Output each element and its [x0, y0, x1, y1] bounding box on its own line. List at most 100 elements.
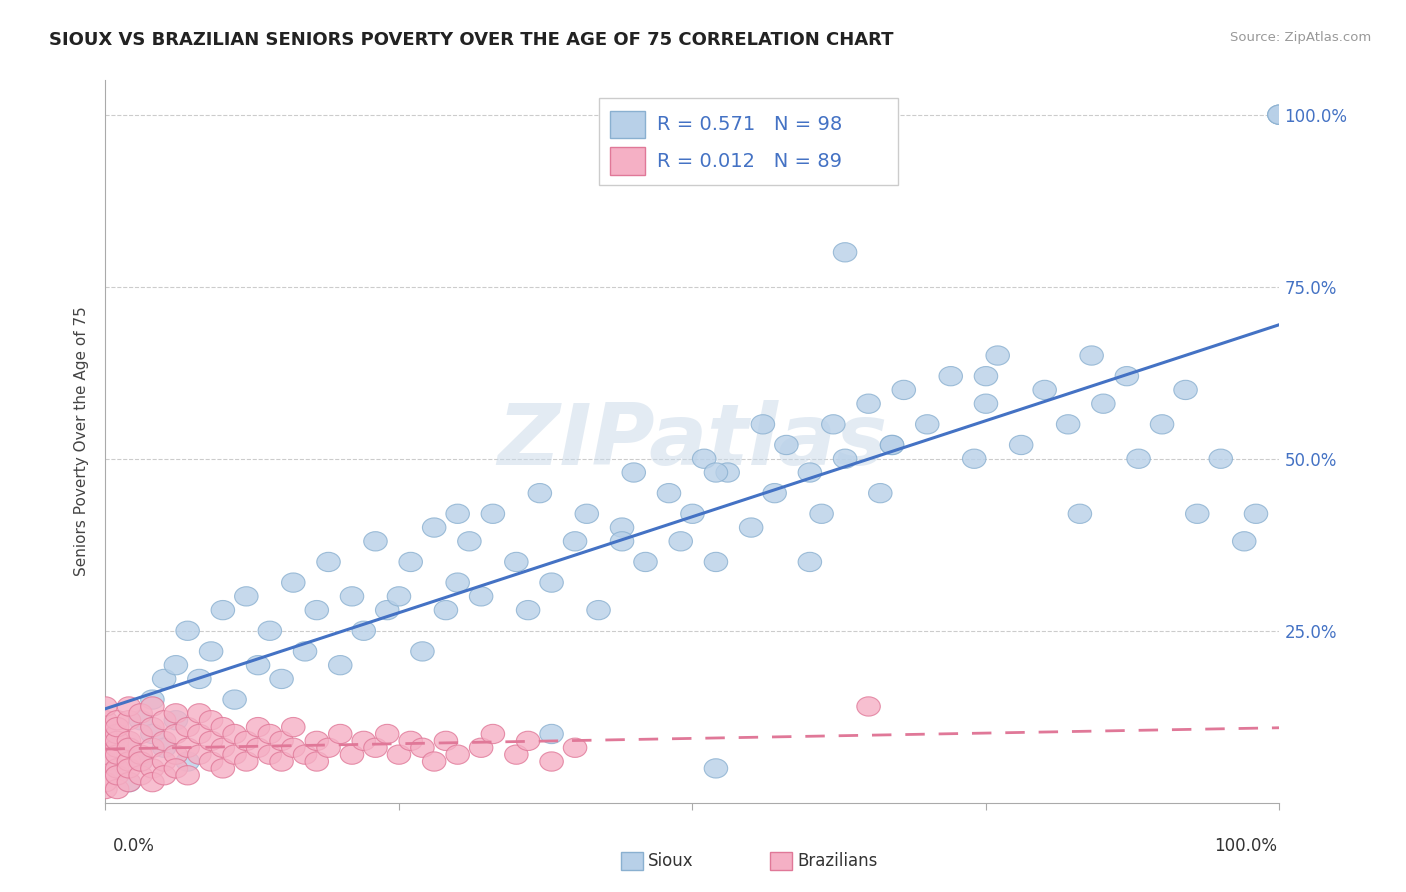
- Ellipse shape: [1010, 435, 1033, 455]
- Ellipse shape: [340, 587, 364, 606]
- Ellipse shape: [610, 518, 634, 537]
- Ellipse shape: [810, 504, 834, 524]
- Ellipse shape: [540, 573, 564, 592]
- Ellipse shape: [187, 704, 211, 723]
- Text: Brazilians: Brazilians: [797, 852, 877, 870]
- Ellipse shape: [481, 504, 505, 524]
- Ellipse shape: [129, 711, 152, 730]
- Ellipse shape: [693, 449, 716, 468]
- FancyBboxPatch shape: [610, 147, 645, 175]
- Ellipse shape: [117, 759, 141, 778]
- Ellipse shape: [458, 532, 481, 551]
- Ellipse shape: [1268, 105, 1291, 124]
- Ellipse shape: [141, 724, 165, 744]
- Ellipse shape: [564, 738, 586, 757]
- Text: ZIPatlas: ZIPatlas: [498, 400, 887, 483]
- Ellipse shape: [200, 711, 224, 730]
- Ellipse shape: [834, 449, 856, 468]
- Ellipse shape: [1209, 449, 1233, 468]
- Ellipse shape: [305, 731, 329, 750]
- Ellipse shape: [387, 745, 411, 764]
- Ellipse shape: [329, 724, 352, 744]
- Ellipse shape: [399, 731, 422, 750]
- Ellipse shape: [986, 346, 1010, 365]
- Y-axis label: Seniors Poverty Over the Age of 75: Seniors Poverty Over the Age of 75: [75, 307, 90, 576]
- Ellipse shape: [1233, 532, 1256, 551]
- Ellipse shape: [117, 711, 141, 730]
- Ellipse shape: [176, 621, 200, 640]
- Ellipse shape: [880, 435, 904, 455]
- Text: R = 0.571   N = 98: R = 0.571 N = 98: [657, 115, 842, 134]
- Ellipse shape: [246, 717, 270, 737]
- Ellipse shape: [222, 724, 246, 744]
- Ellipse shape: [94, 765, 117, 785]
- Ellipse shape: [235, 587, 259, 606]
- Ellipse shape: [891, 380, 915, 400]
- Ellipse shape: [821, 415, 845, 434]
- Ellipse shape: [799, 552, 821, 572]
- Ellipse shape: [856, 697, 880, 716]
- Ellipse shape: [141, 738, 165, 757]
- Ellipse shape: [505, 552, 529, 572]
- Ellipse shape: [105, 780, 129, 798]
- Text: 100.0%: 100.0%: [1213, 837, 1277, 855]
- Text: SIOUX VS BRAZILIAN SENIORS POVERTY OVER THE AGE OF 75 CORRELATION CHART: SIOUX VS BRAZILIAN SENIORS POVERTY OVER …: [49, 31, 894, 49]
- Ellipse shape: [176, 765, 200, 785]
- Ellipse shape: [470, 587, 494, 606]
- Ellipse shape: [411, 738, 434, 757]
- Ellipse shape: [704, 759, 728, 778]
- Ellipse shape: [880, 435, 904, 455]
- Ellipse shape: [505, 745, 529, 764]
- Ellipse shape: [105, 717, 129, 737]
- Ellipse shape: [1080, 346, 1104, 365]
- Ellipse shape: [117, 772, 141, 792]
- Ellipse shape: [411, 641, 434, 661]
- Ellipse shape: [974, 367, 998, 386]
- Ellipse shape: [165, 745, 187, 764]
- Ellipse shape: [141, 717, 165, 737]
- Ellipse shape: [187, 745, 211, 764]
- Ellipse shape: [716, 463, 740, 483]
- FancyBboxPatch shape: [599, 98, 898, 185]
- Ellipse shape: [270, 731, 294, 750]
- Ellipse shape: [117, 738, 141, 757]
- Ellipse shape: [387, 587, 411, 606]
- Ellipse shape: [1268, 105, 1291, 124]
- Ellipse shape: [1268, 105, 1291, 124]
- Ellipse shape: [211, 759, 235, 778]
- Ellipse shape: [1115, 367, 1139, 386]
- Ellipse shape: [364, 532, 387, 551]
- Ellipse shape: [869, 483, 891, 503]
- Ellipse shape: [152, 765, 176, 785]
- Ellipse shape: [294, 745, 316, 764]
- Ellipse shape: [352, 621, 375, 640]
- Ellipse shape: [281, 738, 305, 757]
- Ellipse shape: [246, 738, 270, 757]
- Ellipse shape: [939, 367, 963, 386]
- Ellipse shape: [129, 704, 152, 723]
- Ellipse shape: [235, 752, 259, 772]
- Ellipse shape: [141, 772, 165, 792]
- Ellipse shape: [141, 697, 165, 716]
- Ellipse shape: [586, 600, 610, 620]
- Ellipse shape: [799, 463, 821, 483]
- Ellipse shape: [94, 780, 117, 798]
- Ellipse shape: [564, 532, 586, 551]
- Ellipse shape: [422, 518, 446, 537]
- Ellipse shape: [211, 738, 235, 757]
- Ellipse shape: [610, 532, 634, 551]
- Ellipse shape: [305, 600, 329, 620]
- Ellipse shape: [775, 435, 799, 455]
- Ellipse shape: [187, 669, 211, 689]
- Ellipse shape: [152, 711, 176, 730]
- Ellipse shape: [246, 656, 270, 675]
- Ellipse shape: [281, 717, 305, 737]
- Ellipse shape: [105, 765, 129, 785]
- Ellipse shape: [375, 724, 399, 744]
- Ellipse shape: [141, 759, 165, 778]
- Ellipse shape: [200, 641, 224, 661]
- Ellipse shape: [222, 745, 246, 764]
- Ellipse shape: [259, 745, 281, 764]
- Ellipse shape: [165, 656, 187, 675]
- Ellipse shape: [352, 731, 375, 750]
